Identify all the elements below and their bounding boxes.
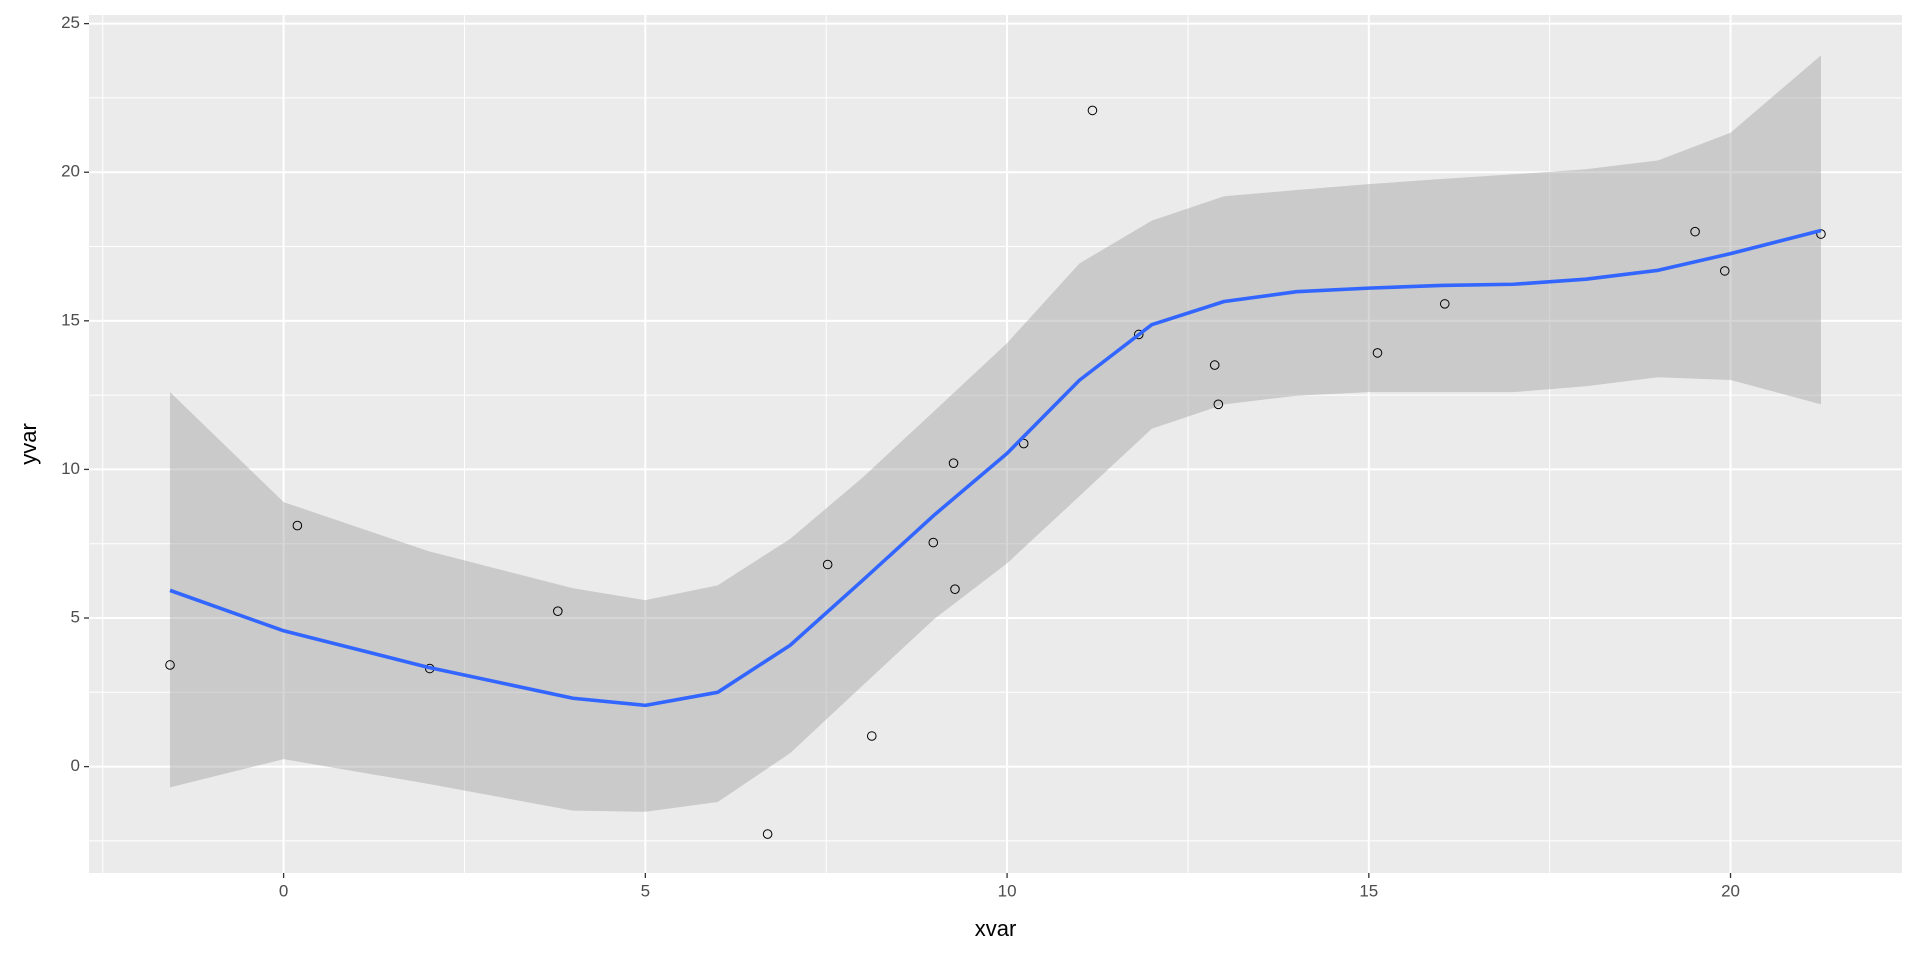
x-axis-title: xvar	[975, 916, 1017, 941]
point	[822, 559, 833, 570]
point	[1209, 360, 1220, 370]
point	[866, 731, 877, 741]
point	[762, 829, 773, 839]
y-axis-title: yvar	[16, 423, 41, 465]
point	[292, 520, 303, 531]
x-tick-label: 0	[279, 881, 288, 900]
point	[165, 660, 175, 670]
y-tick-label: 15	[61, 310, 80, 329]
point	[1133, 329, 1144, 340]
y-tick-label: 5	[71, 607, 80, 626]
point	[1018, 438, 1029, 449]
point	[1087, 105, 1098, 116]
y-tick-label: 0	[71, 756, 80, 775]
panel-background	[89, 15, 1902, 873]
y-tick-label: 25	[61, 13, 80, 32]
x-tick-label: 15	[1359, 881, 1378, 900]
y-tick-label: 20	[61, 162, 80, 181]
x-tick-label: 10	[998, 881, 1017, 900]
point	[1690, 226, 1700, 237]
smooth-line	[169, 228, 1822, 708]
point	[1719, 266, 1730, 276]
x-tick-label: 5	[641, 881, 650, 900]
point	[1213, 399, 1224, 410]
point	[1816, 229, 1826, 239]
point	[553, 606, 563, 616]
y-tick-label: 10	[61, 459, 80, 478]
point	[1439, 299, 1450, 309]
point	[1372, 348, 1383, 358]
x-tick-label: 20	[1721, 881, 1740, 900]
point	[948, 458, 959, 468]
point	[950, 584, 960, 594]
confidence-band	[170, 55, 1821, 812]
point	[928, 537, 939, 548]
